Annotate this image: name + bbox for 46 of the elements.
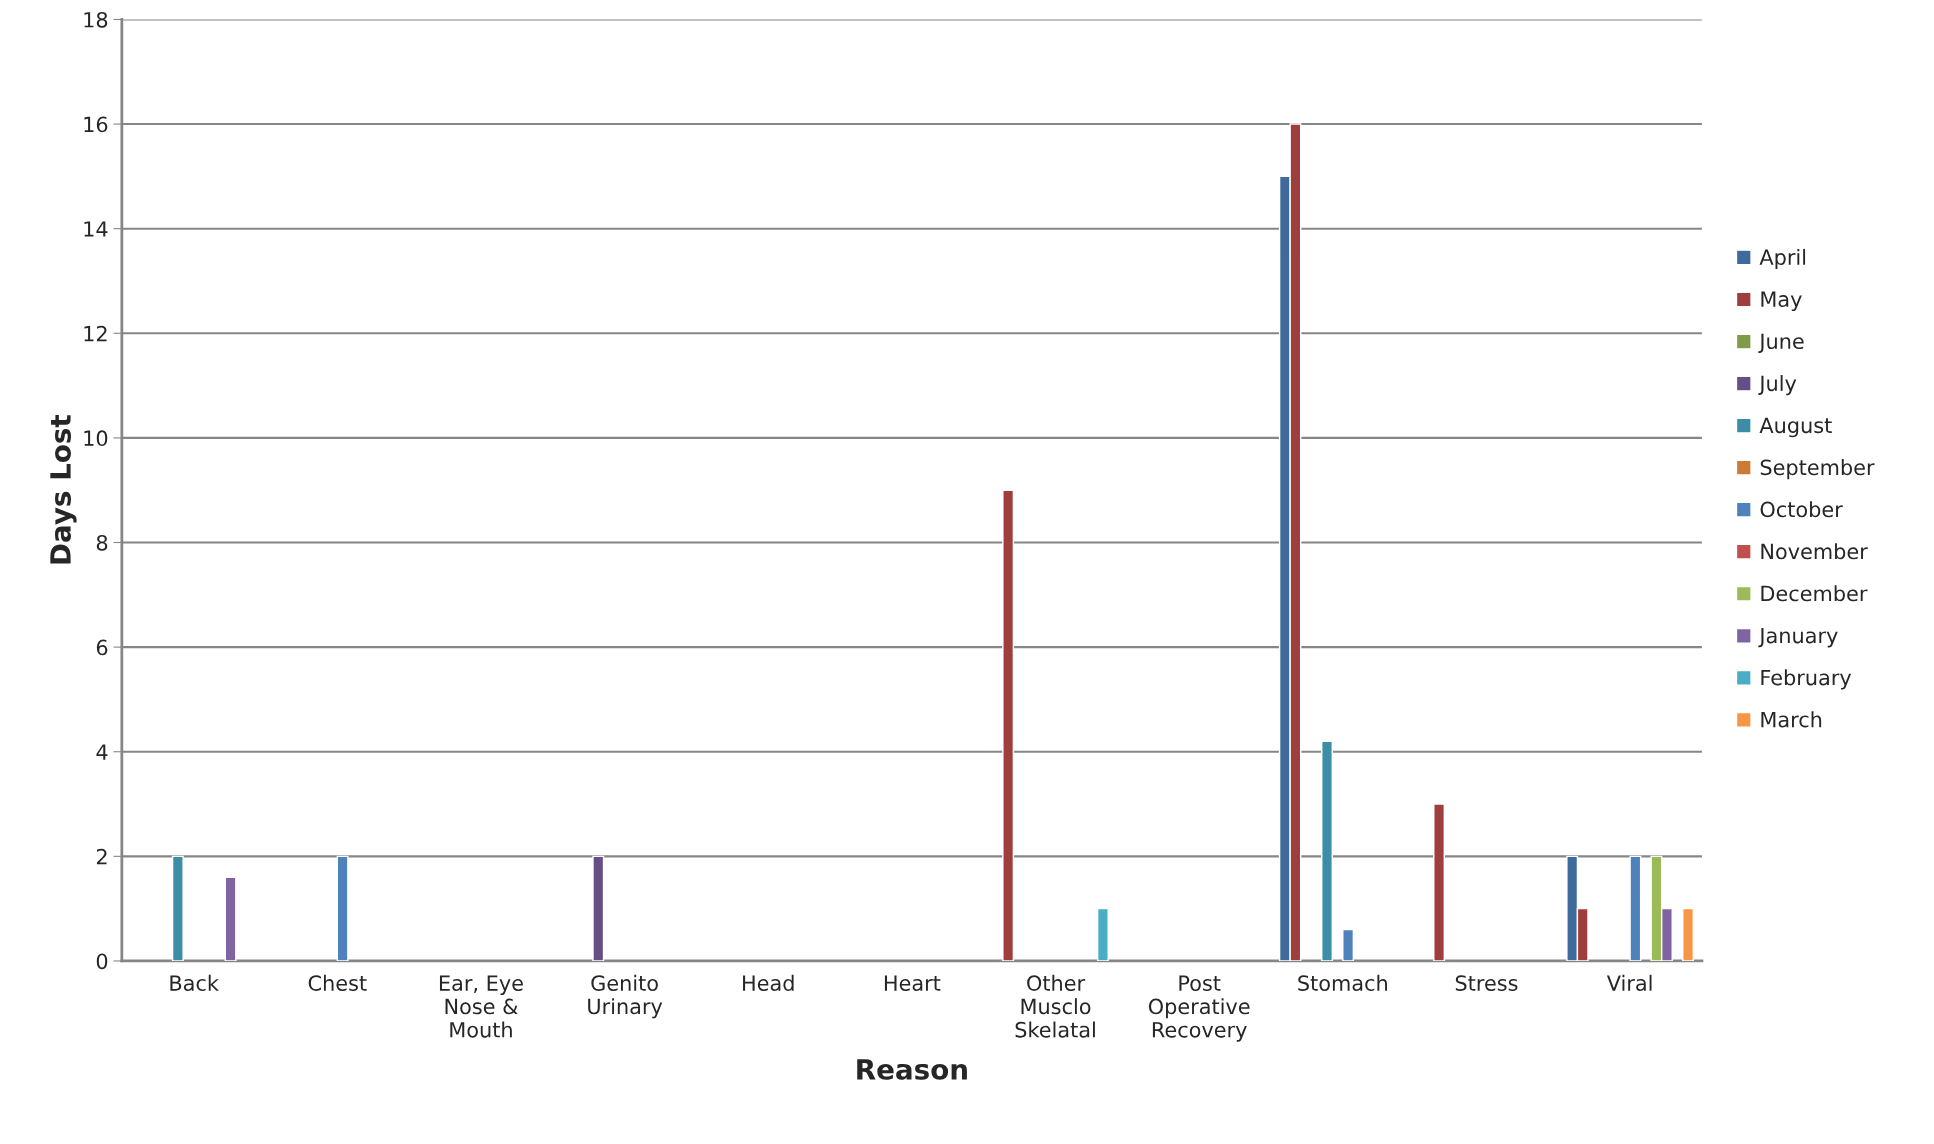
y-tick-label: 12 — [84, 325, 107, 342]
legend-label: May — [1761, 291, 1802, 312]
bar — [336, 855, 349, 961]
x-tick-label: Head — [743, 974, 794, 991]
legend-label: October — [1760, 501, 1843, 518]
x-tick-label: Viral — [1606, 974, 1652, 991]
x-tick-label: Heart — [884, 975, 941, 991]
y-tick-label: 2 — [96, 848, 107, 865]
y-tick-label: 10 — [84, 430, 108, 447]
bar — [592, 855, 605, 961]
legend-label: April — [1759, 248, 1806, 270]
y-tick-label: 14 — [84, 221, 108, 237]
x-tick-label: Chest — [308, 974, 367, 991]
x-tick-label: Genito Urinary — [588, 974, 663, 1019]
x-tick-label: Stomach — [1298, 974, 1387, 991]
y-axis-title: Days Lost — [50, 414, 77, 564]
legend-label: December — [1761, 585, 1868, 602]
x-tick-label: Post Operative Recovery — [1148, 975, 1250, 1042]
x-tick-label: Other Musclo Skelatal — [1015, 974, 1095, 1038]
y-tick-label: 16 — [84, 116, 108, 133]
y-tick-label: 6 — [96, 639, 108, 656]
bar — [1682, 907, 1694, 961]
bar — [1321, 740, 1333, 961]
legend-label: August — [1759, 417, 1832, 438]
y-tick-label: 8 — [96, 534, 108, 551]
bar — [1002, 489, 1015, 961]
legend-label: February — [1761, 669, 1852, 690]
legend-label: June — [1758, 333, 1804, 353]
bar — [171, 855, 184, 961]
bar — [1096, 907, 1109, 961]
bar — [1629, 855, 1642, 961]
x-axis-title: Reason — [857, 1059, 967, 1080]
y-tick-label: 4 — [96, 744, 108, 760]
bar — [1342, 928, 1355, 961]
x-tick-label: Back — [170, 974, 219, 991]
y-tick-label: 0 — [96, 953, 108, 970]
bar — [1433, 803, 1446, 961]
bar — [224, 876, 237, 961]
legend-label: July — [1758, 375, 1797, 396]
legend-label: March — [1761, 711, 1822, 728]
legend-label: January — [1758, 627, 1838, 648]
legend-label: November — [1761, 543, 1868, 560]
x-tick-label: Ear, Eye Nose & Mouth — [439, 975, 523, 1038]
y-tick-label: 18 — [84, 11, 108, 28]
legend-label: September — [1760, 459, 1875, 480]
x-tick-label: Stress — [1455, 975, 1518, 991]
